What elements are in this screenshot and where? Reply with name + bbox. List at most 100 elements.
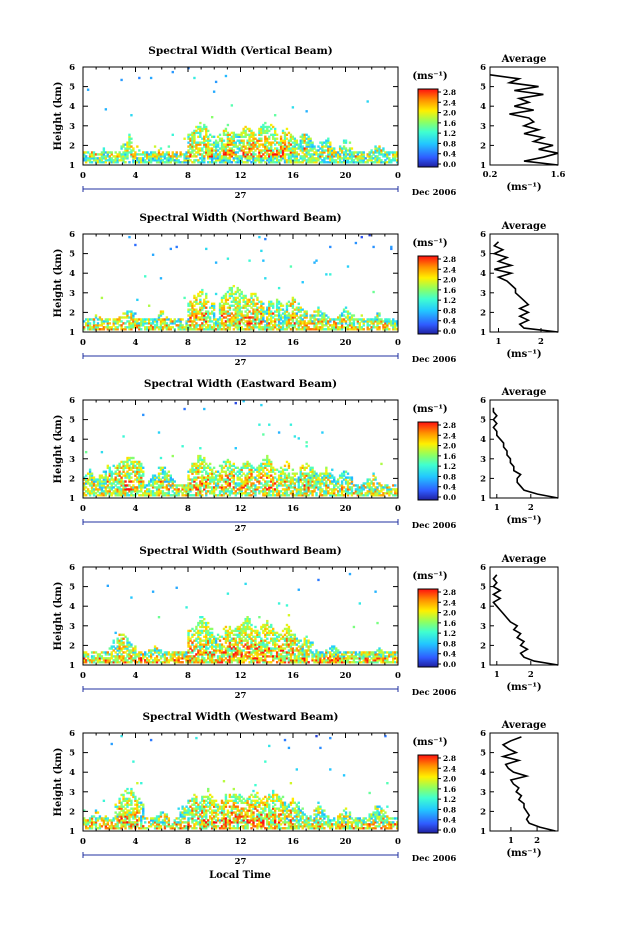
- heatmap-cell: [181, 494, 184, 497]
- x-tick-label: 8: [185, 504, 191, 514]
- heatmap-cell: [193, 131, 196, 135]
- heatmap-cell: [254, 304, 257, 307]
- heatmap-cell: [325, 139, 328, 142]
- heatmap-cell: [197, 490, 200, 493]
- heatmap-cell: [305, 322, 308, 325]
- heatmap-cell: [346, 494, 350, 497]
- heatmap-cell: [270, 318, 273, 321]
- heatmap-cell: [130, 659, 133, 662]
- heatmap-cell: [207, 478, 210, 481]
- heatmap-cell: [199, 616, 202, 619]
- heatmap-cell: [305, 482, 308, 485]
- heatmap-cell: [335, 322, 338, 325]
- heatmap-cell: [283, 476, 287, 479]
- heatmap-cell: [161, 653, 165, 656]
- heatmap-cell: [199, 466, 202, 469]
- heatmap-cell: [126, 462, 129, 466]
- heatmap-cell: [120, 316, 123, 319]
- heatmap-cell: [120, 637, 123, 640]
- heatmap-cell: [130, 114, 133, 117]
- heatmap-cell: [242, 486, 245, 489]
- heatmap-cell: [311, 494, 314, 497]
- heatmap-cell: [218, 474, 222, 477]
- heatmap-cell: [210, 116, 214, 119]
- heatmap-cell: [264, 161, 267, 164]
- heatmap-cell: [163, 322, 167, 325]
- heatmap-cell: [220, 159, 224, 162]
- heatmap-cell: [216, 482, 220, 485]
- colorbar: [417, 421, 439, 501]
- heatmap-cell: [104, 492, 108, 495]
- heatmap-cell: [380, 161, 383, 164]
- heatmap-cell: [195, 639, 198, 642]
- heatmap-cell: [193, 494, 196, 497]
- heatmap-cell: [163, 318, 167, 321]
- heatmap-cell: [254, 312, 257, 315]
- heatmap-cell: [281, 153, 285, 156]
- heatmap-cell: [291, 135, 295, 138]
- heatmap-cell: [238, 322, 241, 325]
- heatmap-cell: [303, 494, 306, 497]
- heatmap-cell: [112, 328, 115, 331]
- heatmap-cell: [297, 320, 300, 323]
- heatmap-cell: [396, 322, 399, 325]
- heatmap-cell: [96, 488, 100, 491]
- heatmap-cell: [368, 486, 371, 489]
- heatmap-cell: [88, 472, 92, 475]
- heatmap-cell: [315, 486, 318, 489]
- heatmap-cell: [130, 141, 133, 144]
- heatmap-cell: [136, 653, 139, 656]
- heatmap-cell: [210, 474, 214, 477]
- heatmap-cell: [246, 482, 249, 485]
- heatmap-cell: [226, 488, 230, 491]
- heatmap-cell: [396, 320, 399, 323]
- heatmap-cell: [303, 157, 306, 160]
- heatmap-cell: [252, 488, 255, 491]
- heatmap-cell: [368, 155, 371, 158]
- heatmap-cell: [378, 147, 381, 150]
- heatmap-cell: [136, 320, 139, 323]
- heatmap-cell: [136, 322, 139, 325]
- heatmap-cell: [157, 616, 161, 619]
- heatmap-cell: [98, 474, 102, 477]
- heatmap-cell: [146, 328, 149, 331]
- heatmap-cell: [110, 657, 113, 660]
- colorbar-tick-label: 2.8: [443, 255, 456, 264]
- heatmap-cell: [354, 318, 358, 321]
- heatmap-cell: [238, 159, 241, 162]
- heatmap-cell: [201, 324, 204, 327]
- heatmap-cell: [224, 472, 228, 475]
- heatmap-cell: [285, 478, 289, 481]
- heatmap-cell: [272, 488, 275, 491]
- heatmap-cell: [212, 655, 216, 658]
- heatmap-cell: [230, 320, 234, 323]
- heatmap-cell: [159, 147, 163, 150]
- heatmap-cell: [380, 488, 383, 491]
- heatmap-cell: [254, 159, 257, 162]
- heatmap-cell: [92, 484, 96, 487]
- heatmap-cell: [244, 306, 247, 309]
- heatmap-cell: [226, 312, 230, 315]
- average-y-tick-label: 2: [480, 141, 486, 151]
- heatmap-cell: [238, 304, 241, 307]
- heatmap-cell: [248, 322, 251, 325]
- heatmap-cell: [191, 468, 194, 471]
- heatmap-cell: [238, 468, 241, 471]
- heatmap-cell: [157, 159, 161, 162]
- heatmap-cell: [212, 641, 216, 644]
- heatmap-cell: [126, 492, 129, 495]
- heatmap-cell: [100, 661, 104, 664]
- heatmap-cell: [214, 488, 218, 491]
- heatmap-cell: [256, 470, 259, 473]
- heatmap-cell: [270, 143, 273, 146]
- heatmap-cell: [270, 478, 273, 481]
- heatmap-cell: [248, 145, 251, 148]
- heatmap-cell: [116, 647, 119, 650]
- heatmap-cell: [287, 486, 291, 489]
- heatmap-cell: [210, 476, 214, 479]
- heatmap-cell: [130, 456, 133, 460]
- heatmap-cell: [242, 300, 245, 303]
- heatmap-cell: [303, 466, 306, 469]
- heatmap-cell: [153, 661, 157, 664]
- heatmap-cell: [92, 492, 96, 495]
